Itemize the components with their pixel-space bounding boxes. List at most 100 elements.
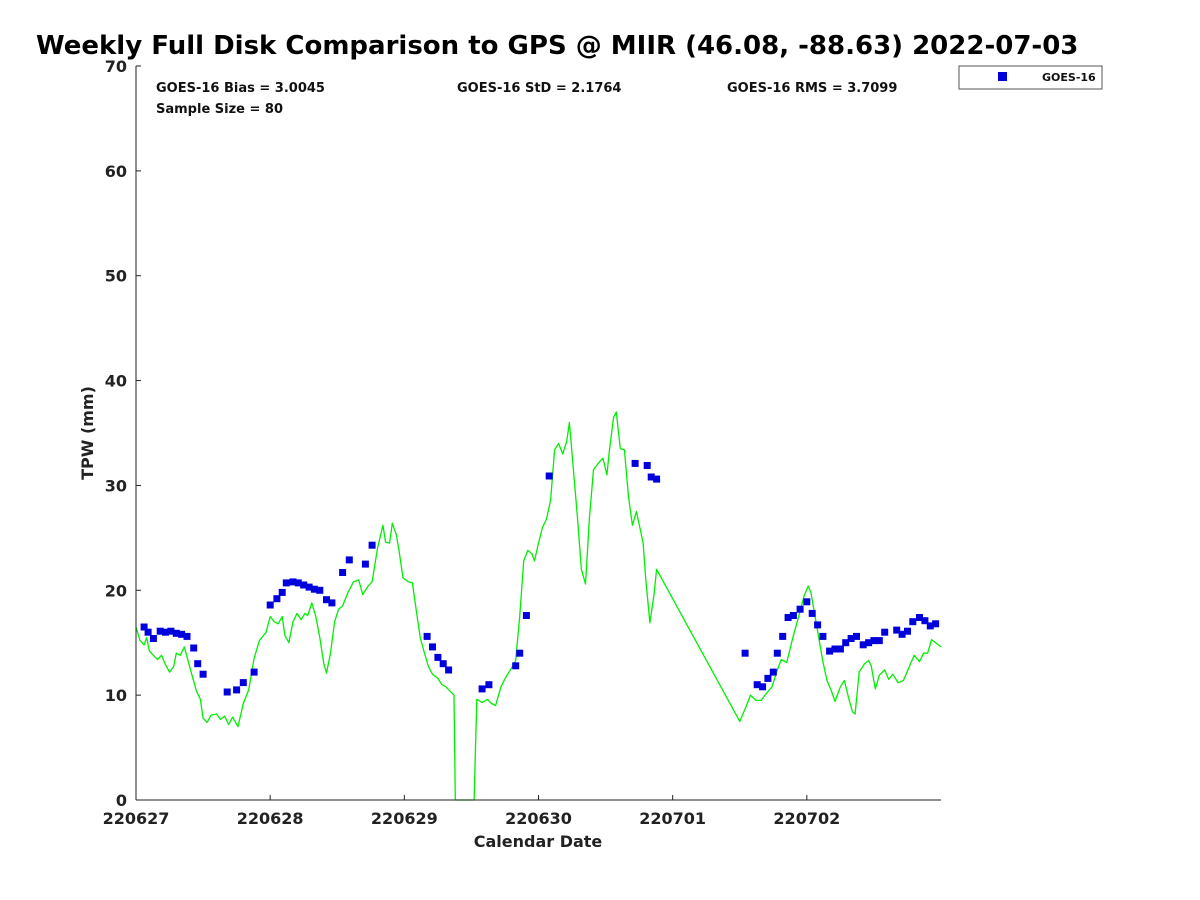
goes-data-point: [199, 670, 207, 678]
goes-data-point: [808, 609, 816, 617]
goes-data-point: [233, 686, 241, 694]
goes-data-point: [769, 668, 777, 676]
goes-data-point: [278, 588, 286, 596]
y-tick-label: 70: [105, 57, 127, 76]
goes-data-point: [831, 645, 839, 653]
legend-goes-label: GOES-16: [1042, 71, 1096, 84]
goes-data-point: [328, 599, 336, 607]
goes-data-point: [266, 601, 274, 609]
goes-data-point: [753, 681, 761, 689]
goes-data-point: [149, 635, 157, 642]
goes-series-layer: [140, 459, 940, 696]
goes-data-point: [439, 660, 447, 668]
goes-data-point: [250, 668, 258, 676]
goes-data-point: [853, 632, 860, 640]
goes-data-point: [759, 683, 767, 691]
y-tick-label: 30: [105, 476, 127, 495]
goes-data-point: [144, 628, 152, 636]
goes-data-point: [643, 462, 651, 469]
x-tick-label: 220630: [505, 809, 572, 828]
goes-data-point: [647, 473, 655, 481]
x-tick-label: 220702: [773, 809, 840, 828]
goes-data-point: [190, 644, 198, 652]
legend: GOES-16: [958, 65, 1103, 90]
goes-data-point: [522, 612, 530, 619]
goes-data-point: [162, 628, 169, 636]
y-axis-label: TPW (mm): [78, 386, 97, 480]
goes-data-point: [361, 560, 369, 568]
y-tick-label: 0: [116, 791, 127, 810]
goes-data-point: [323, 596, 330, 604]
goes-data-point: [789, 612, 797, 619]
goes-data-point: [429, 643, 436, 651]
x-tick-label: 220629: [371, 809, 438, 828]
goes-data-point: [339, 569, 347, 576]
goes-data-point: [294, 579, 302, 587]
goes-data-point: [512, 662, 520, 670]
goes-data-point: [305, 583, 313, 591]
x-axis-ticks: 220627 220628 220629 220630 220701 220702: [103, 795, 840, 828]
goes-data-point: [870, 637, 878, 645]
goes-data-point: [289, 578, 297, 586]
goes-data-point: [194, 660, 202, 668]
goes-data-point: [836, 645, 844, 653]
goes-data-point: [784, 614, 792, 621]
x-axis-label: Calendar Date: [474, 832, 603, 851]
goes-data-point: [779, 632, 787, 640]
sample-size-stat: Sample Size = 80: [156, 102, 283, 117]
goes-data-point: [741, 649, 749, 657]
plot-area: [135, 66, 942, 801]
goes-data-point: [516, 649, 524, 657]
goes-data-point: [223, 688, 231, 696]
goes-data-point: [764, 674, 772, 682]
goes-data-point: [434, 653, 442, 661]
goes-data-point: [478, 685, 486, 693]
goes-data-point: [875, 637, 883, 645]
y-tick-label: 60: [105, 162, 127, 181]
y-axis-ticks: 0 10 20 30 40 50 60 70: [105, 57, 141, 810]
goes-data-point: [282, 579, 290, 587]
bias-stat: GOES-16 Bias = 3.0045: [156, 81, 325, 96]
goes-data-point: [826, 647, 834, 655]
goes-data-point: [345, 556, 353, 564]
goes-data-point: [819, 632, 827, 640]
goes-data-point: [167, 627, 175, 635]
y-tick-label: 10: [105, 686, 127, 705]
legend-box: [958, 65, 1103, 90]
chart-title: Weekly Full Disk Comparison to GPS @ MII…: [36, 31, 1078, 61]
goes-data-point: [773, 649, 781, 657]
goes-data-point: [156, 627, 164, 635]
std-stat: GOES-16 StD = 2.1764: [457, 81, 621, 96]
goes-data-point: [842, 639, 850, 647]
x-tick-label: 220628: [237, 809, 304, 828]
goes-data-point: [300, 581, 308, 589]
goes-data-point: [859, 641, 867, 649]
x-tick-label: 220701: [639, 809, 706, 828]
goes-data-point: [316, 586, 324, 594]
goes-data-point: [653, 475, 661, 483]
goes-data-point: [545, 472, 553, 480]
goes-data-point: [898, 630, 906, 638]
goes-data-point: [178, 630, 186, 638]
goes-data-point: [140, 623, 148, 631]
goes-data-point: [865, 639, 873, 647]
goes-data-point: [796, 605, 804, 613]
goes-data-point: [273, 595, 281, 603]
goes-data-point: [881, 628, 889, 636]
goes-data-point: [814, 621, 822, 629]
goes-data-point: [893, 626, 901, 634]
goes-data-point: [172, 629, 180, 637]
x-tick-label: 220627: [103, 809, 170, 828]
plot-background: [136, 66, 941, 800]
y-tick-label: 50: [105, 267, 127, 286]
goes-data-point: [368, 541, 376, 549]
y-tick-label: 20: [105, 581, 127, 600]
goes-data-point: [183, 632, 191, 640]
goes-data-point: [926, 622, 934, 630]
goes-data-point: [932, 620, 940, 628]
legend-goes-marker: [998, 72, 1007, 81]
goes-data-point: [310, 585, 318, 593]
goes-data-point: [847, 635, 855, 642]
goes-data-point: [904, 627, 911, 635]
